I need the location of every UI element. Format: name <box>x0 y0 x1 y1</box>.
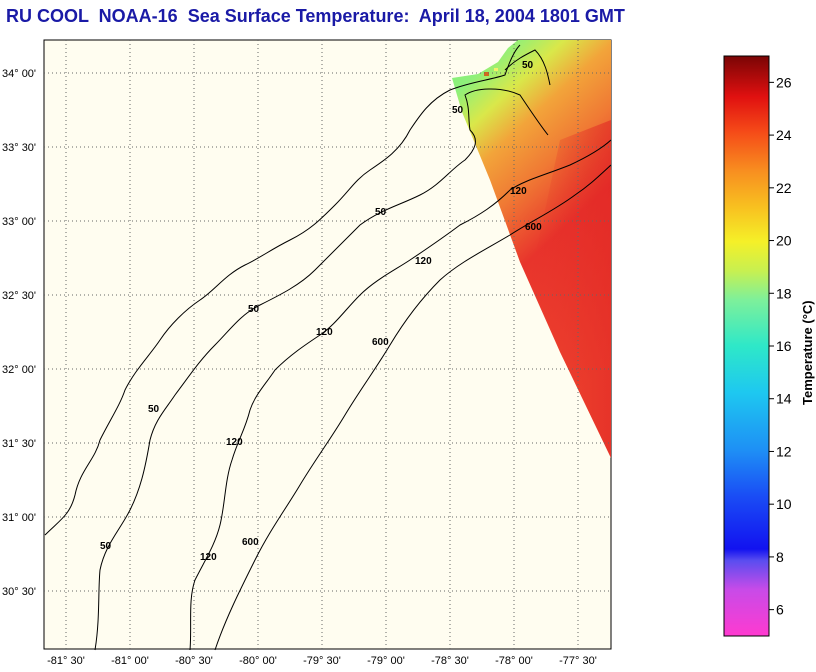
longitude-labels: -81° 30' -81° 00' -80° 30' -80° 00' -79° 30'… <box>47 655 597 667</box>
latitude-tick-label: 32° 00' <box>2 364 36 376</box>
contour-600 <box>214 164 612 651</box>
sst-swath <box>452 40 611 458</box>
contour-label: 120 <box>226 437 243 448</box>
contour-50 <box>94 88 549 651</box>
longitude-tick-label: -80° 00' <box>239 655 277 667</box>
latitude-tick-label: 34° 00' <box>2 68 36 80</box>
map-title: RU COOL NOAA-16 Sea Surface Temperature:… <box>6 6 625 26</box>
longitude-tick-label: -79° 30' <box>303 655 341 667</box>
contour-label: 120 <box>510 186 527 197</box>
contour-label: 600 <box>242 537 259 548</box>
longitude-tick-label: -81° 30' <box>47 655 85 667</box>
contour-label: 50 <box>248 304 260 315</box>
grid-lines <box>44 40 611 649</box>
latitude-tick-label: 33° 30' <box>2 142 36 154</box>
longitude-tick-label: -78° 30' <box>431 655 469 667</box>
longitude-tick-label: -79° 00' <box>367 655 405 667</box>
contour-labels: 50 50 50 50 50 50 120 120 120 120 120 60… <box>100 60 542 563</box>
contour-label: 50 <box>148 404 160 415</box>
contour-120 <box>189 139 612 651</box>
latitude-tick-label: 33° 00' <box>2 216 36 228</box>
bathymetry-contours <box>44 44 612 651</box>
latitude-tick-label: 31° 00' <box>2 512 36 524</box>
latitude-labels: 34° 00' 33° 30' 33° 00' 32° 30' 32° 00' 31° 3… <box>2 68 36 598</box>
contour-label: 50 <box>100 541 112 552</box>
contour-label: 600 <box>525 222 542 233</box>
coastline <box>44 44 521 536</box>
contour-label: 600 <box>372 337 389 348</box>
longitude-tick-label: -77° 30' <box>559 655 597 667</box>
contour-label: 120 <box>316 327 333 338</box>
contour-label: 120 <box>415 256 432 267</box>
longitude-tick-label: -78° 00' <box>495 655 533 667</box>
latitude-tick-label: 32° 30' <box>2 290 36 302</box>
contour-label: 50 <box>452 105 464 116</box>
longitude-tick-label: -81° 00' <box>111 655 149 667</box>
contour-label: 50 <box>522 60 534 71</box>
contour-label: 120 <box>200 552 217 563</box>
longitude-tick-label: -80° 30' <box>175 655 213 667</box>
contour-50-north <box>504 49 551 86</box>
latitude-tick-label: 30° 30' <box>2 586 36 598</box>
latitude-tick-label: 31° 30' <box>2 438 36 450</box>
contour-label: 50 <box>375 207 387 218</box>
